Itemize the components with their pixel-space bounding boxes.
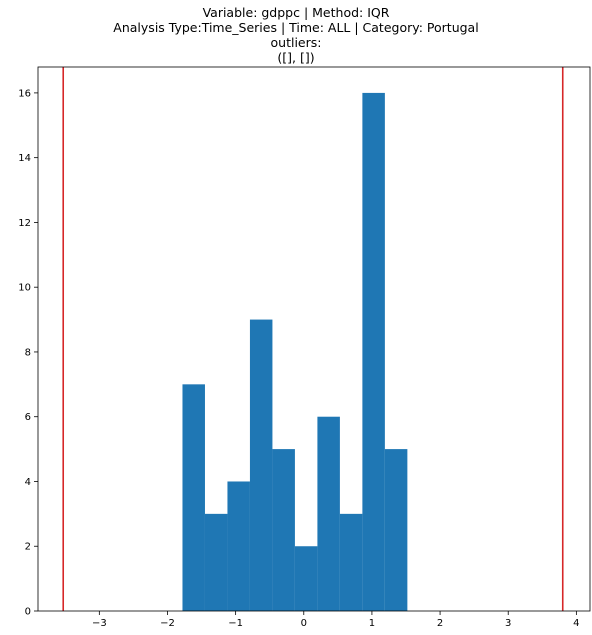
title-line-2: Analysis Type:Time_Series | Time: ALL | …: [113, 20, 478, 35]
x-axis: −3 −2 −1 0 1 2 3 4: [92, 611, 580, 629]
y-tick-label: 16: [18, 88, 31, 99]
histogram-bar-2: [204, 513, 228, 611]
x-tick-label: 3: [505, 618, 511, 629]
x-tick-label: 2: [437, 618, 443, 629]
histogram-bar-7: [317, 416, 340, 611]
y-tick-label: 14: [18, 153, 31, 164]
x-tick-label: −2: [160, 618, 175, 629]
x-tick-label: 1: [369, 618, 375, 629]
title-line-3: outliers:: [271, 35, 322, 50]
y-tick-label: 0: [25, 607, 31, 618]
y-tick-label: 12: [18, 218, 31, 229]
title-line-1: Variable: gdppc | Method: IQR: [203, 5, 390, 20]
histogram-bar-10: [384, 449, 408, 611]
y-tick-label: 2: [25, 542, 31, 553]
histogram-bar-8: [339, 513, 363, 611]
chart-title: Variable: gdppc | Method: IQR Analysis T…: [113, 5, 478, 65]
histogram-bar-4: [249, 319, 273, 611]
y-tick-label: 6: [25, 412, 31, 423]
histogram-bar-1: [182, 384, 205, 611]
histogram-bar-3: [227, 481, 250, 611]
histogram-bar-9: [362, 92, 385, 611]
histogram-bar-5: [272, 449, 295, 611]
y-tick-label: 8: [25, 347, 31, 358]
x-tick-label: −3: [92, 618, 107, 629]
plot-frame: [37, 66, 591, 612]
threshold-lines: [62, 67, 564, 611]
histogram-bars: [182, 92, 408, 611]
title-line-4: ([], []): [277, 50, 314, 65]
y-tick-label: 4: [25, 477, 31, 488]
y-tick-label: 10: [18, 283, 31, 294]
x-tick-label: −1: [228, 618, 243, 629]
x-tick-label: 4: [573, 618, 579, 629]
x-tick-label: 0: [301, 618, 307, 629]
y-axis: 0 2 4 6 8 10 12 14 16: [18, 88, 38, 618]
histogram-bar-6: [294, 546, 318, 611]
